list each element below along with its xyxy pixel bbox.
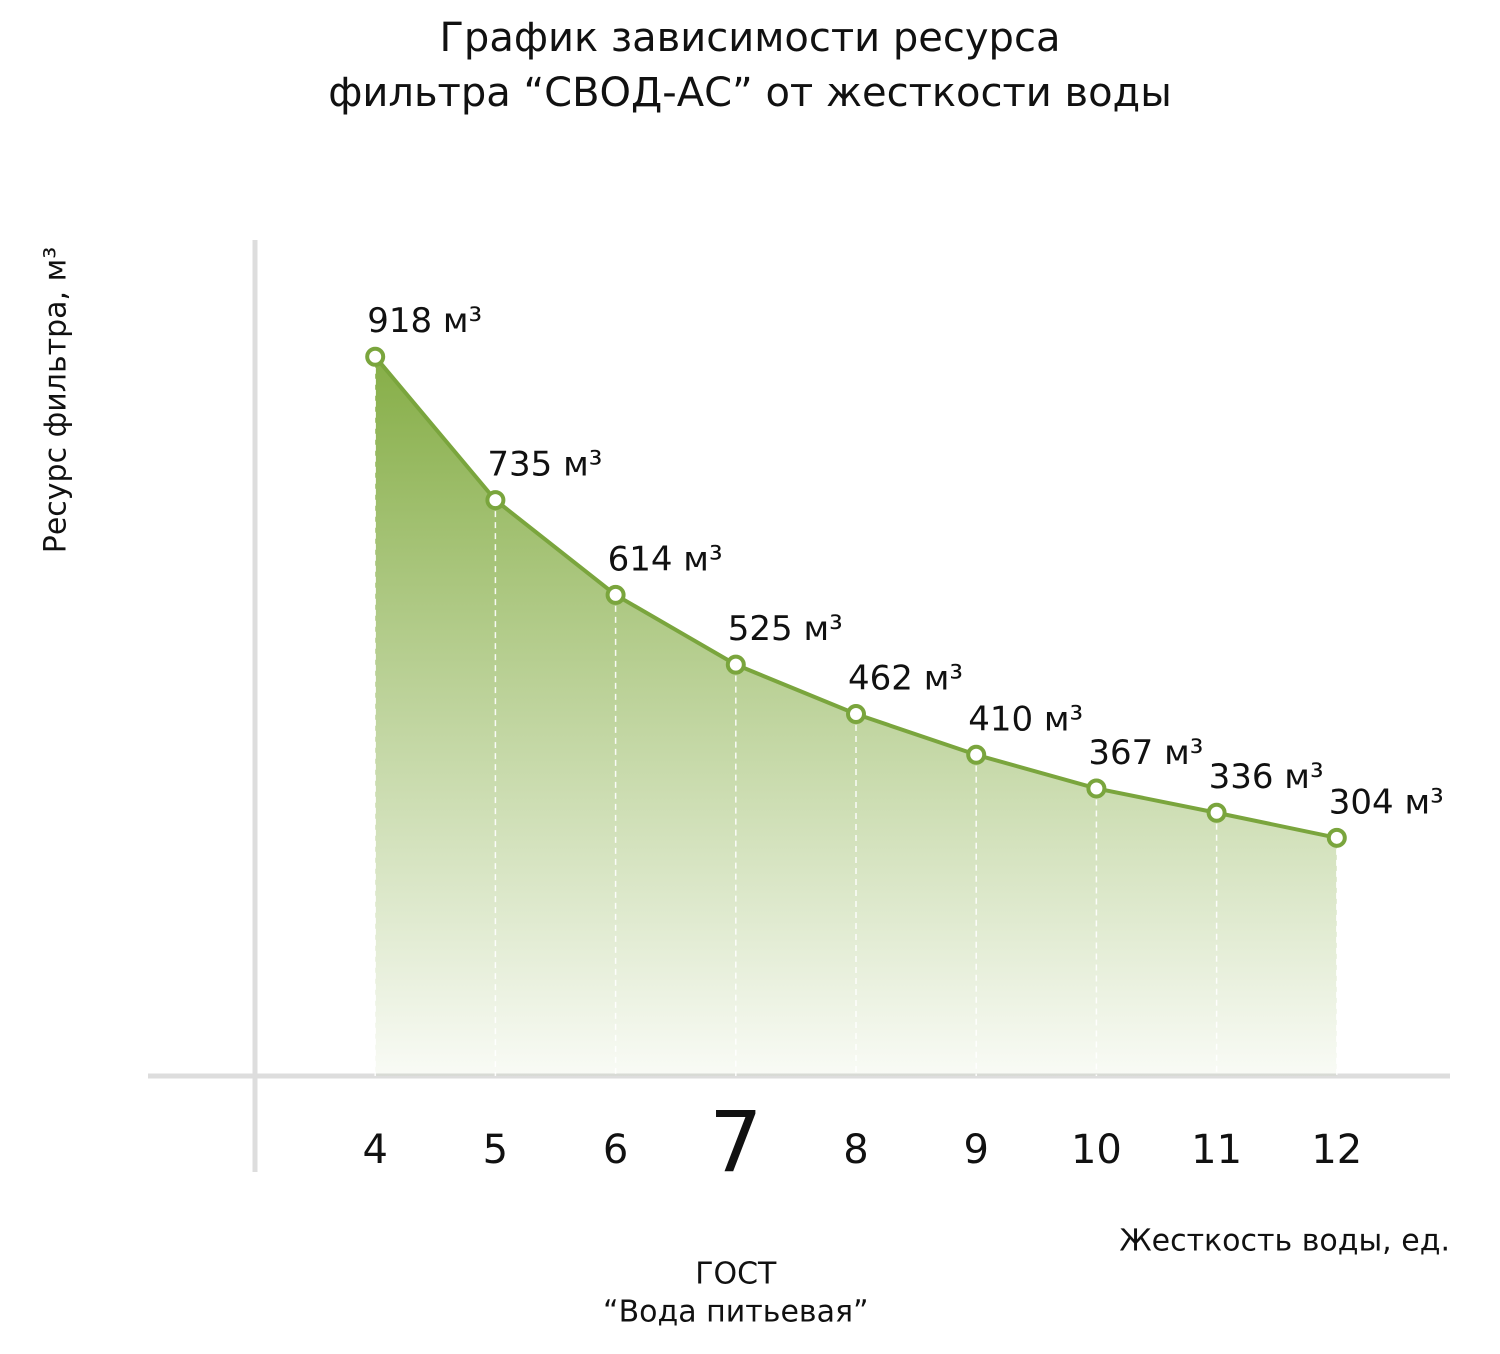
point bbox=[1086, 778, 1107, 799]
data-label: 614 м³ bbox=[608, 539, 723, 579]
chart-title: фильтра “СВОД-АС” от жесткости воды bbox=[328, 70, 1172, 116]
point bbox=[1206, 802, 1227, 823]
data-label: 336 м³ bbox=[1209, 757, 1324, 797]
point bbox=[966, 744, 987, 765]
x-tick-label: 12 bbox=[1311, 1127, 1362, 1173]
chart-title: График зависимости ресурса bbox=[440, 15, 1061, 61]
point bbox=[485, 490, 506, 511]
data-label: 367 м³ bbox=[1088, 733, 1203, 773]
x-tick-label: 11 bbox=[1191, 1127, 1242, 1173]
x-tick-label: 5 bbox=[483, 1127, 508, 1173]
annotation: ГОСТ bbox=[695, 1257, 777, 1292]
data-label: 735 м³ bbox=[487, 445, 602, 485]
data-label: 410 м³ bbox=[968, 699, 1083, 739]
x-tick-label: 8 bbox=[843, 1127, 868, 1173]
annotation: “Вода питьевая” bbox=[603, 1295, 869, 1330]
x-tick-label: 6 bbox=[603, 1127, 628, 1173]
point bbox=[1326, 827, 1347, 848]
x-tick-label: 7 bbox=[709, 1093, 762, 1191]
x-tick-label: 9 bbox=[963, 1127, 988, 1173]
point bbox=[605, 584, 626, 605]
x-axis-label: Жесткость воды, ед. bbox=[1119, 1224, 1450, 1259]
point bbox=[725, 654, 746, 675]
point bbox=[365, 346, 386, 367]
point bbox=[846, 704, 866, 725]
x-tick-label: 10 bbox=[1071, 1127, 1122, 1173]
data-label: 918 м³ bbox=[367, 301, 482, 341]
y-axis-label: Ресурс фильтра, м³ bbox=[39, 247, 74, 554]
x-tick-label: 4 bbox=[362, 1127, 387, 1173]
data-label: 525 м³ bbox=[728, 609, 843, 649]
data-label: 462 м³ bbox=[848, 659, 963, 699]
data-label: 304 м³ bbox=[1329, 782, 1444, 822]
